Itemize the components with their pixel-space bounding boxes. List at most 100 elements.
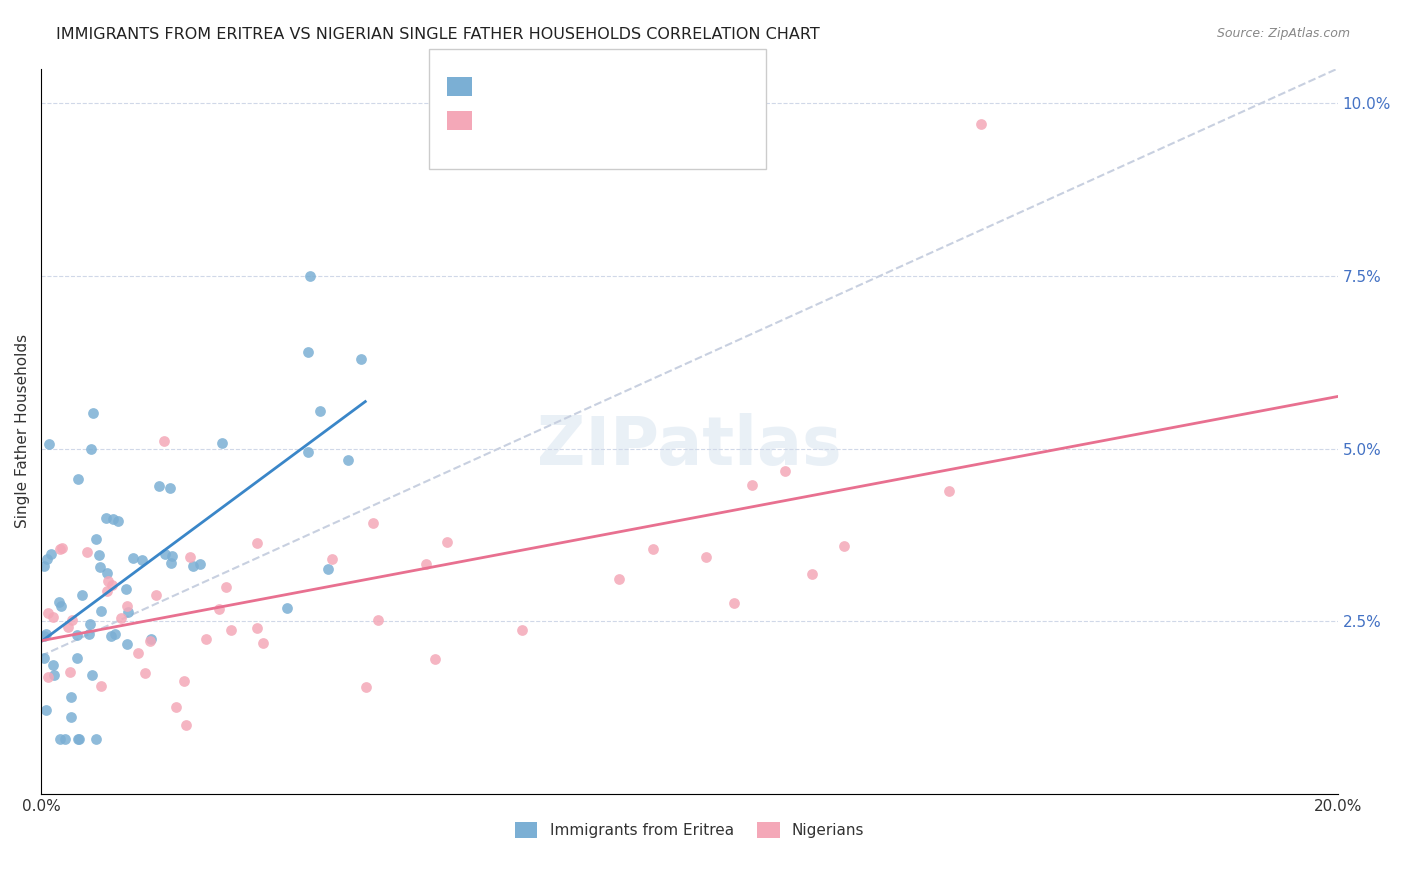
Point [89, 548, 111, 562]
Point [79, 617, 101, 632]
Point [101, 511, 124, 525]
Text: IMMIGRANTS FROM ERITREA VS NIGERIAN SINGLE FATHER HOUSEHOLDS CORRELATION CHART: IMMIGRANTS FROM ERITREA VS NIGERIAN SING… [56, 27, 820, 42]
Point [84, 731, 107, 746]
Point [117, 599, 139, 613]
Point [48, 595, 70, 609]
Point [37, 670, 59, 684]
Point [173, 674, 195, 689]
Point [77, 626, 100, 640]
Point [139, 632, 162, 646]
Point [134, 665, 156, 680]
Point [299, 268, 322, 283]
Point [38, 437, 60, 451]
Point [76, 545, 98, 559]
Point [208, 602, 231, 616]
Point [67, 731, 90, 746]
Point [188, 557, 211, 571]
Point [246, 621, 269, 635]
Point [219, 623, 242, 637]
Point [51, 541, 73, 555]
Point [117, 605, 139, 619]
Point [34, 629, 56, 643]
Point [938, 484, 960, 499]
Point [34, 651, 56, 665]
Point [773, 464, 796, 478]
Point [97, 574, 120, 588]
Point [37, 551, 59, 566]
Y-axis label: Single Father Households: Single Father Households [15, 334, 30, 528]
Point [318, 562, 340, 576]
Text: R =: R = [464, 85, 501, 103]
Point [59, 665, 82, 679]
Point [181, 558, 204, 573]
Point [159, 556, 181, 570]
Point [308, 404, 330, 418]
Point [155, 547, 177, 561]
Point [162, 549, 184, 563]
Text: ZIPatlas: ZIPatlas [537, 413, 842, 479]
Text: 0.391: 0.391 [516, 118, 568, 136]
Point [607, 572, 630, 586]
Point [436, 535, 458, 549]
Point [800, 566, 823, 581]
Point [145, 588, 167, 602]
Point [96, 583, 118, 598]
Point [153, 434, 176, 448]
Point [66, 627, 89, 641]
Text: N =: N = [579, 85, 616, 103]
Point [367, 613, 389, 627]
Point [100, 629, 122, 643]
Point [117, 636, 139, 650]
Point [159, 481, 181, 495]
Point [423, 652, 446, 666]
Point [35, 703, 58, 717]
Point [90, 604, 112, 618]
Point [741, 478, 763, 492]
Point [104, 627, 127, 641]
Text: Source: ZipAtlas.com: Source: ZipAtlas.com [1216, 27, 1350, 40]
Point [42, 609, 65, 624]
Point [56, 620, 79, 634]
Point [115, 582, 138, 596]
Point [44, 667, 66, 681]
Point [48, 731, 70, 746]
Point [165, 700, 187, 714]
Point [127, 646, 149, 660]
Point [211, 436, 233, 450]
Point [194, 632, 217, 647]
Point [90, 679, 112, 693]
Point [695, 549, 717, 564]
Point [53, 731, 76, 746]
Point [139, 634, 162, 648]
Point [970, 117, 993, 131]
Point [67, 731, 90, 746]
Text: 0.434: 0.434 [516, 85, 569, 103]
Point [59, 690, 82, 704]
Point [35, 626, 58, 640]
Point [174, 718, 197, 732]
Point [94, 511, 117, 525]
Point [89, 559, 111, 574]
Point [49, 541, 72, 556]
Point [641, 542, 664, 557]
Point [246, 535, 269, 549]
Point [510, 623, 533, 637]
Point [350, 351, 373, 366]
Point [107, 514, 129, 528]
Point [60, 709, 83, 723]
Point [148, 479, 170, 493]
Point [110, 611, 132, 625]
Point [336, 452, 359, 467]
Point [70, 588, 93, 602]
Point [415, 557, 437, 571]
Point [84, 532, 107, 546]
Point [49, 599, 72, 614]
Point [297, 445, 319, 459]
Text: N =: N = [579, 118, 616, 136]
Point [361, 516, 384, 530]
Point [34, 559, 56, 574]
Point [37, 606, 59, 620]
Point [354, 680, 377, 694]
Point [67, 472, 90, 486]
Point [101, 577, 124, 591]
